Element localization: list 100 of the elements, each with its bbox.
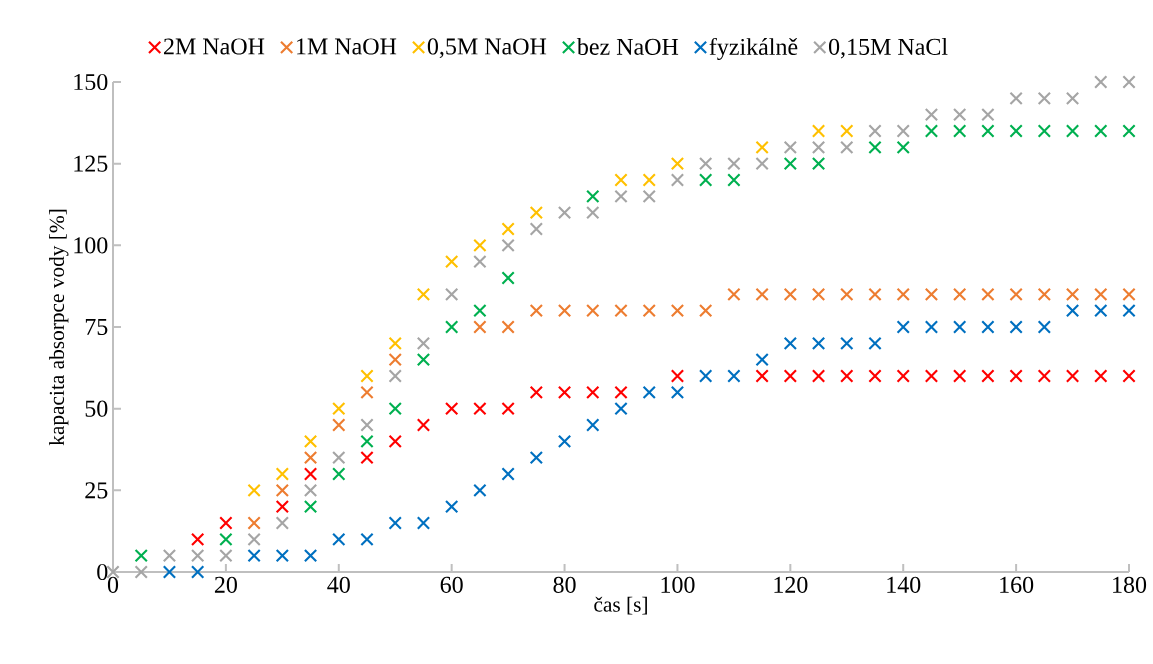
point [1037, 369, 1052, 383]
point [303, 467, 318, 481]
point [1122, 369, 1136, 383]
point [1065, 303, 1080, 318]
point [1094, 287, 1108, 302]
legend-label: 0,15M NaCl [829, 38, 948, 59]
point [444, 287, 459, 302]
point [501, 320, 515, 334]
y-tick-label: 25 [85, 482, 108, 499]
point [614, 189, 628, 204]
point [360, 385, 374, 400]
point [698, 173, 713, 187]
point [501, 238, 515, 253]
point [642, 173, 656, 187]
point [247, 548, 261, 563]
point [416, 418, 431, 432]
point [557, 205, 572, 220]
point [444, 320, 459, 334]
point [614, 173, 628, 187]
point [586, 385, 600, 400]
point [868, 369, 882, 383]
point [444, 254, 459, 269]
point [332, 401, 346, 416]
point [952, 124, 967, 138]
point [811, 336, 826, 351]
point [1122, 124, 1136, 138]
point [388, 401, 402, 416]
point [840, 140, 854, 155]
point [1065, 124, 1080, 138]
point [868, 336, 882, 351]
point [727, 156, 741, 171]
point [755, 156, 769, 171]
point [840, 287, 854, 302]
point [727, 287, 741, 302]
point [360, 532, 374, 547]
x-tick-label: 20 [214, 576, 237, 593]
y-tick-label: 50 [85, 400, 108, 417]
point [1037, 287, 1052, 302]
point [642, 189, 656, 204]
y-tick-label: 100 [74, 237, 108, 254]
point [698, 303, 713, 318]
point [332, 532, 346, 547]
point [360, 450, 374, 465]
point [1122, 303, 1136, 318]
x-axis-title: čas [s] [594, 596, 647, 615]
point [642, 385, 656, 400]
x-tick-label: 40 [327, 576, 350, 593]
x-tick-label: 180 [1113, 576, 1147, 593]
point [190, 532, 205, 547]
point [444, 499, 459, 514]
point [134, 548, 148, 563]
point [670, 173, 685, 187]
y-tick-label: 75 [85, 319, 108, 335]
point [416, 352, 431, 367]
legend-label: fyzikálně [709, 37, 798, 60]
point [952, 369, 967, 383]
point [388, 434, 402, 449]
point [247, 532, 261, 547]
point [783, 287, 798, 302]
point [586, 189, 600, 204]
legend-label: 1M NaOH [297, 38, 397, 55]
point [1009, 320, 1023, 334]
point [1122, 75, 1136, 89]
point [275, 483, 290, 498]
point [670, 303, 685, 318]
point [896, 287, 910, 302]
point [586, 205, 600, 220]
point [924, 369, 939, 383]
point [134, 565, 148, 579]
point [783, 369, 798, 383]
point [275, 516, 290, 530]
legend-label: 2M NaOH [164, 38, 265, 55]
point [840, 336, 854, 351]
point [1094, 124, 1108, 138]
point [755, 352, 769, 367]
point [755, 369, 769, 383]
point [1094, 369, 1108, 383]
point [670, 369, 685, 383]
point [303, 499, 318, 514]
point [1037, 91, 1052, 106]
point [557, 303, 572, 318]
point [162, 548, 177, 563]
point [444, 401, 459, 416]
point [473, 303, 487, 318]
point [981, 320, 995, 334]
point [247, 483, 261, 498]
point [529, 303, 544, 318]
point [811, 124, 826, 138]
point [614, 385, 628, 400]
point [698, 156, 713, 171]
point [811, 287, 826, 302]
point [557, 434, 572, 449]
point [388, 352, 402, 367]
point [811, 369, 826, 383]
point [896, 140, 910, 155]
point [303, 483, 318, 498]
point [162, 565, 177, 579]
point [219, 548, 233, 563]
point [924, 320, 939, 334]
point [303, 450, 318, 465]
